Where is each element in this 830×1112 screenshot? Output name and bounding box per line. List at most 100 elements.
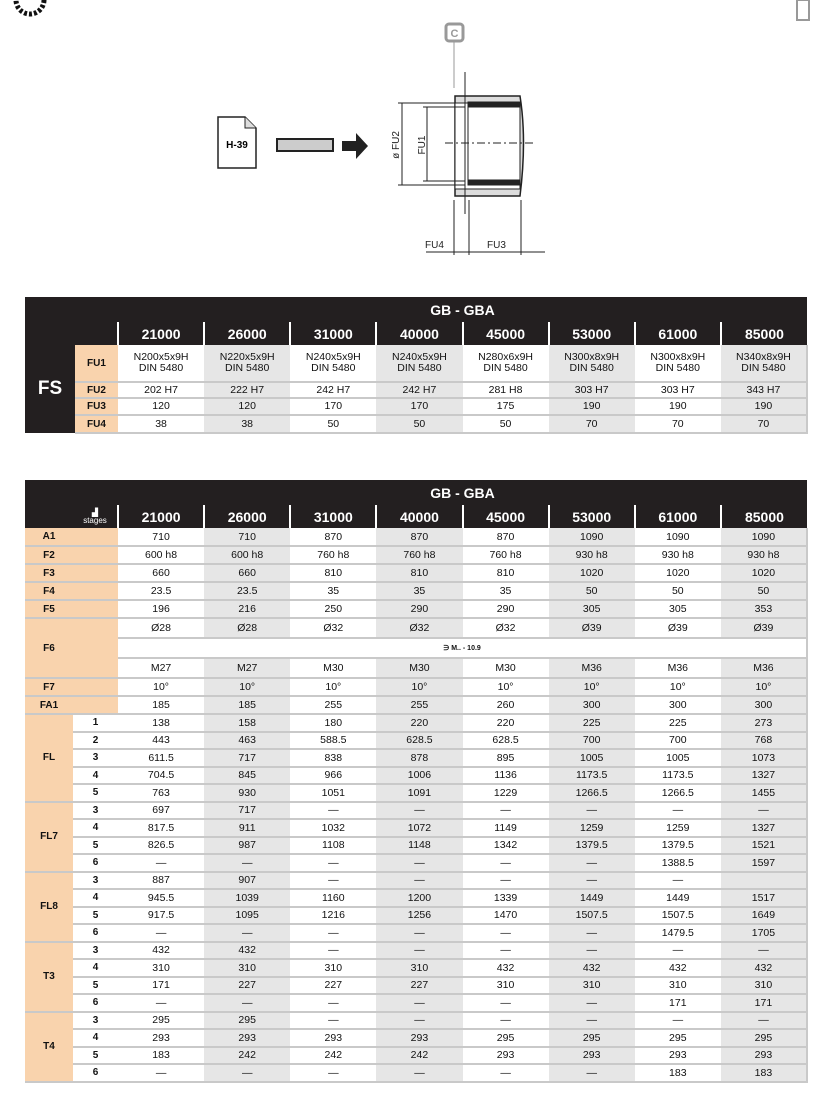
row-label: FU4 — [75, 415, 118, 434]
table-cell: 220 — [376, 714, 463, 733]
table-title: GB - GBA — [118, 297, 807, 322]
table-cell: 10° — [204, 678, 291, 697]
table-cell: 300 — [634, 696, 721, 715]
table-cell: 310 — [548, 976, 635, 995]
table-cell: 1173.5 — [548, 766, 635, 785]
table-cell: M30 — [462, 658, 549, 679]
table-cell: — — [376, 854, 463, 873]
stage-cell: 5 — [73, 906, 118, 925]
table-cell: 878 — [376, 749, 463, 768]
table-cell: — — [548, 924, 635, 943]
table-cell: 260 — [462, 696, 549, 715]
table-cell: — — [548, 1064, 635, 1083]
table-cell: 255 — [376, 696, 463, 715]
table-cell: 50 — [376, 415, 463, 434]
table-cell: 170 — [376, 398, 463, 416]
table-row: 5 171 227 227 227 310 310 310 310 — [25, 976, 809, 995]
table-cell: — — [720, 801, 809, 820]
table-cell: 300 — [548, 696, 635, 715]
table-cell: 281 H8 — [462, 382, 549, 399]
table-row: T4 3 295 295— — — — — — — [25, 1011, 809, 1083]
table-cell: 180 — [290, 714, 377, 733]
table-cell: 295 — [462, 1029, 549, 1048]
table-cell: N240x5x9H DIN 5480 — [290, 345, 377, 383]
table-cell: 293 — [118, 1029, 205, 1048]
table-cell: 120 — [204, 398, 291, 416]
table-cell: 250 — [290, 600, 377, 619]
table-cell: 10° — [462, 678, 549, 697]
table-row: FU4 38 38 50 50 50 70 70 70 — [25, 415, 809, 434]
table-cell: 23.5 — [204, 582, 291, 601]
row-label: FL7 — [25, 801, 73, 873]
table-cell: — — [290, 801, 377, 820]
table-cell: 810 — [376, 564, 463, 583]
table-cell: 293 — [462, 1046, 549, 1065]
table-cell: — — [634, 801, 721, 820]
stage-cell: 3 — [73, 801, 118, 820]
table-cell: — — [204, 994, 291, 1013]
table-cell: 1327 — [720, 819, 809, 838]
stage-cell — [73, 528, 118, 547]
stage-cell: 5 — [73, 1046, 118, 1065]
table-cell: — — [634, 1011, 721, 1030]
table-cell: 1072 — [376, 819, 463, 838]
table-cell: — — [376, 924, 463, 943]
table-cell: 838 — [290, 749, 377, 768]
table-cell: — — [548, 871, 635, 890]
row-label: FU1 — [75, 345, 118, 383]
table-cell: 170 — [290, 398, 377, 416]
table-cell: 660 — [118, 564, 205, 583]
table-cell: Ø39 — [720, 618, 809, 639]
table-cell: 50 — [548, 582, 635, 601]
table-cell: 10° — [634, 678, 721, 697]
table-cell: 35 — [462, 582, 549, 601]
table-cell: 353 — [720, 600, 809, 619]
table-cell: 185 — [118, 696, 205, 715]
column-header-61000: 61000 — [633, 322, 721, 345]
table-row: F2 600 h8 600 h8 760 h8 760 h8 760 h8 930 h8 93… — [25, 546, 809, 565]
table-cell: 911 — [204, 819, 291, 838]
table-cell: — — [462, 871, 549, 890]
table-cell: 10° — [376, 678, 463, 697]
row-label: FA1 — [25, 696, 73, 715]
table-cell: 183 — [118, 1046, 205, 1065]
table-cell: 255 — [290, 696, 377, 715]
table-cell: 907 — [204, 871, 291, 890]
table-cell: — — [634, 941, 721, 960]
table-cell: N300x8x9H DIN 5480 — [548, 345, 635, 383]
table-cell: 966 — [290, 766, 377, 785]
table-cell: 273 — [720, 714, 809, 733]
table-cell: 293 — [634, 1046, 721, 1065]
table-cell: 826.5 — [118, 836, 205, 855]
table-cell: M36 — [548, 658, 635, 679]
stage-cell: 6 — [73, 994, 118, 1013]
table-cell: 810 — [290, 564, 377, 583]
table-cell: 242 — [290, 1046, 377, 1065]
table-cell: 628.5 — [376, 731, 463, 750]
section-label: FS — [25, 345, 75, 433]
table-cell: 463 — [204, 731, 291, 750]
table-cell: 293 — [290, 1029, 377, 1048]
bolt-class-note: ∋ M.. - 10.9 — [118, 638, 808, 659]
table-cell: 1160 — [290, 889, 377, 908]
key-icon — [276, 138, 334, 152]
table-cell: 310 — [634, 976, 721, 995]
stage-cell — [73, 582, 118, 601]
table-cell: 710 — [204, 528, 291, 547]
table-cell: 1266.5 — [634, 784, 721, 803]
table-row: F5 196 216 250 290 290 305 305 353 — [25, 600, 809, 619]
table-cell: — — [118, 854, 205, 873]
table-cell: 190 — [720, 398, 809, 416]
table-cell: 432 — [720, 959, 809, 978]
table-cell: 158 — [204, 714, 291, 733]
table-cell: 697 — [118, 801, 205, 820]
table-cell: 293 — [376, 1029, 463, 1048]
table-cell: 216 — [204, 600, 291, 619]
table-cell: — — [118, 994, 205, 1013]
table-cell: 310 — [462, 976, 549, 995]
table-cell: 760 h8 — [462, 546, 549, 565]
table-cell: 870 — [290, 528, 377, 547]
table-cell: 1149 — [462, 819, 549, 838]
table-cell: — — [376, 994, 463, 1013]
table-row: FL7 3 697 717— — — — — — — [25, 801, 809, 873]
